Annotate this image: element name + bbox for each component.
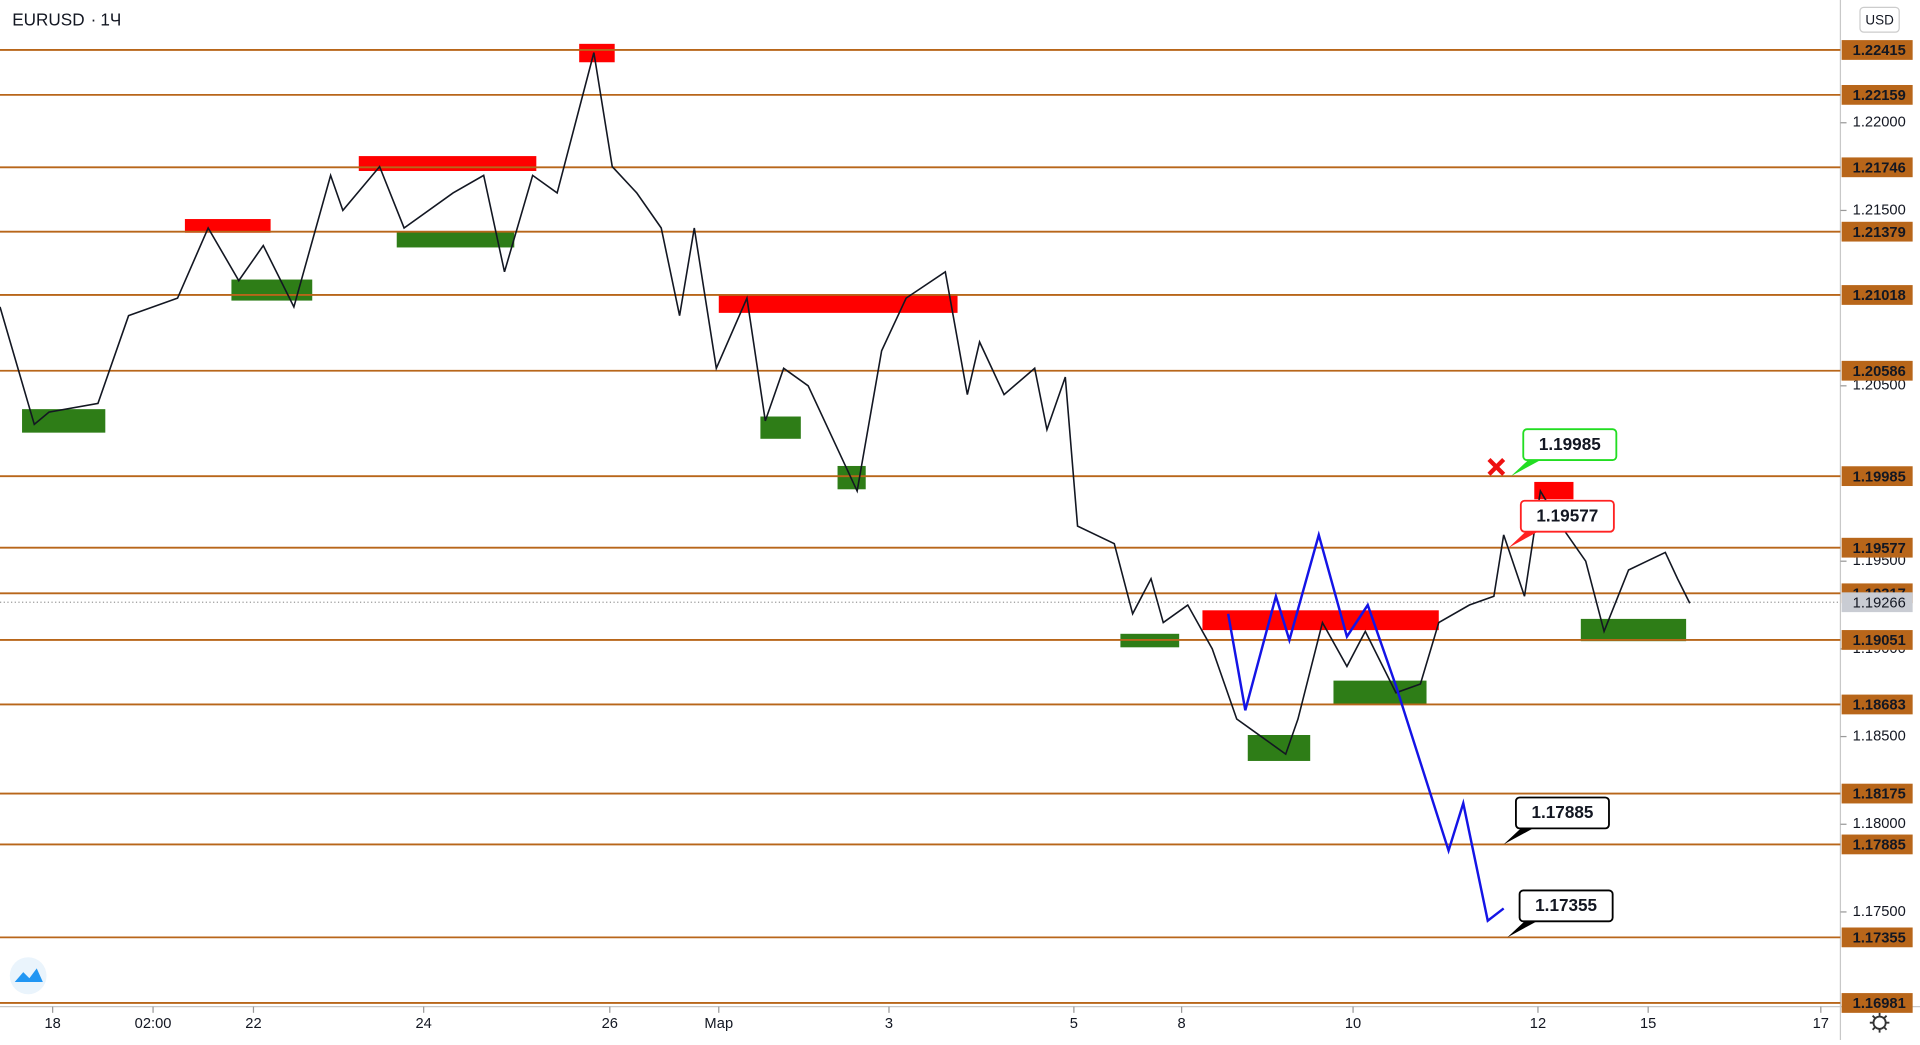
- price-line: [0, 52, 1691, 756]
- level-label-box: [1841, 84, 1913, 105]
- level-label-box: [1841, 285, 1913, 305]
- level-label: 1.21018: [1853, 288, 1906, 304]
- level-label-box: [1841, 694, 1913, 715]
- level-label-box: [1841, 360, 1913, 381]
- level-label: 1.20586: [1853, 364, 1906, 380]
- annotation-box: [1519, 499, 1615, 533]
- x-tick-label: 3: [885, 1016, 893, 1032]
- separator: ·: [91, 9, 97, 29]
- x-tick-label: 22: [245, 1016, 261, 1032]
- level-label: 1.18175: [1853, 787, 1906, 803]
- annotation-label: 1.19985: [1539, 434, 1601, 454]
- level-label: 1.19985: [1853, 469, 1906, 485]
- level-label-box: [1841, 466, 1913, 487]
- x-tick-label: Мар: [704, 1016, 733, 1032]
- level-label: 1.17355: [1853, 930, 1906, 946]
- level-label-box: [1841, 221, 1913, 242]
- x-tick-label: 18: [44, 1016, 60, 1032]
- level-label: 1.19051: [1853, 633, 1906, 649]
- x-tick-label: 02:00: [135, 1016, 172, 1032]
- annotation-box: [1522, 428, 1618, 462]
- level-label: 1.21379: [1853, 225, 1906, 241]
- resistance-zone: [718, 294, 958, 313]
- resistance-zone: [358, 156, 537, 171]
- cross-marker: [1487, 457, 1506, 476]
- level-label-box: [1841, 993, 1913, 1013]
- resistance-zone: [184, 219, 271, 233]
- x-tick-label: 8: [1178, 1016, 1186, 1032]
- annotation-label: 1.17355: [1535, 895, 1597, 915]
- x-tick-label: 5: [1070, 1016, 1078, 1032]
- x-tick-label: 12: [1530, 1016, 1546, 1032]
- resistance-zone: [1534, 481, 1574, 500]
- level-label: 1.18683: [1853, 698, 1906, 714]
- support-zone: [396, 231, 515, 248]
- annotation-label: 1.17885: [1531, 802, 1593, 822]
- annotation-pointer: [1511, 460, 1541, 477]
- x-tick-label: 15: [1640, 1016, 1656, 1032]
- logo-icon: [14, 968, 43, 982]
- level-label: 1.16981: [1853, 996, 1906, 1012]
- level-label-box: [1841, 783, 1913, 804]
- support-zone: [1580, 618, 1687, 642]
- level-label: 1.22159: [1853, 88, 1906, 104]
- level-label-box: [1841, 927, 1913, 948]
- annotation-box: [1515, 796, 1610, 830]
- logo[interactable]: [9, 957, 47, 995]
- level-label-box: [1841, 834, 1913, 855]
- resistance-zone: [579, 43, 615, 63]
- level-label: 1.21746: [1853, 160, 1906, 176]
- currency-label: USD: [1865, 13, 1894, 28]
- x-tick-label: 26: [602, 1016, 618, 1032]
- level-label-box: [1841, 40, 1913, 60]
- level-label-box: [1841, 630, 1913, 650]
- x-tick-label: 10: [1345, 1016, 1361, 1032]
- level-label: 1.17885: [1853, 838, 1906, 854]
- y-tick-label: 1.20500: [1853, 378, 1906, 394]
- currency-button[interactable]: [1859, 6, 1900, 33]
- support-zone: [760, 416, 801, 439]
- y-tick-label: 1.22000: [1853, 115, 1906, 131]
- price-axis: 1.220001.215001.205001.195001.190001.185…: [1840, 40, 1913, 1013]
- level-label: 1.19577: [1853, 541, 1906, 557]
- level-label: 1.22415: [1853, 43, 1906, 59]
- annotation-pointer: [1508, 531, 1538, 548]
- annotation-box: [1518, 889, 1614, 923]
- plot-area: 1.19985 1.19577 1.17885 1.17355: [0, 43, 1841, 1004]
- resistance-zone: [1202, 610, 1439, 631]
- current-price-label: 1.19266: [1853, 595, 1906, 611]
- x-tick-label: 24: [415, 1016, 431, 1032]
- projection-path: [1226, 530, 1505, 923]
- y-tick-label: 1.18500: [1853, 728, 1906, 744]
- symbol[interactable]: EURUSD: [12, 9, 84, 29]
- support-zone: [1247, 734, 1311, 761]
- x-tick-label: 17: [1813, 1016, 1829, 1032]
- y-tick-label: 1.21500: [1853, 202, 1906, 218]
- y-tick-label: 1.17500: [1853, 904, 1906, 920]
- current-price-box: [1841, 592, 1913, 613]
- level-label-box: [1841, 537, 1913, 558]
- support-zone: [1333, 680, 1427, 705]
- annotation-label: 1.19577: [1536, 505, 1598, 525]
- gear-teeth: [1869, 1012, 1890, 1033]
- support-zone: [22, 409, 106, 433]
- interval[interactable]: 1Ч: [100, 9, 121, 29]
- y-tick-label: 1.18000: [1853, 816, 1906, 832]
- settings-button[interactable]: [1869, 1012, 1890, 1033]
- level-label-box: [1841, 157, 1913, 178]
